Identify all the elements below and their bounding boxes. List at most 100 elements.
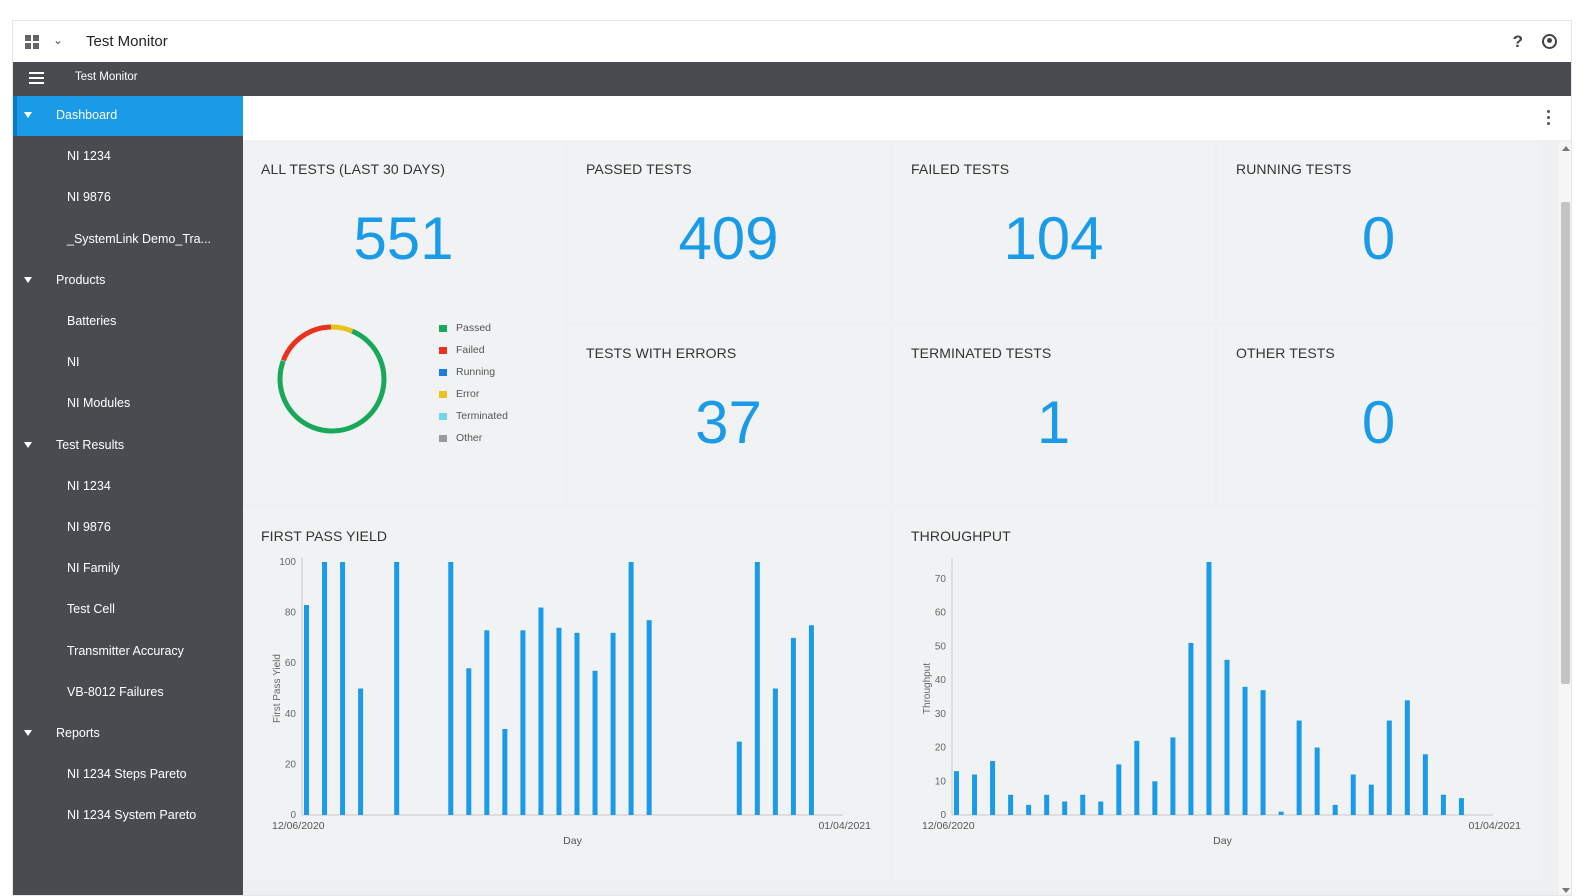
bar[interactable] (1116, 764, 1122, 815)
bar[interactable] (502, 728, 508, 815)
bar[interactable] (1440, 794, 1446, 815)
scroll-down-arrow[interactable] (1562, 888, 1570, 893)
bar[interactable] (1332, 804, 1338, 815)
bar[interactable] (394, 562, 400, 815)
scroll-up-arrow[interactable] (1562, 146, 1570, 151)
sidebar-item[interactable]: VB-8012 Failures (13, 673, 243, 713)
bar[interactable] (1278, 811, 1284, 815)
sidebar-item[interactable]: Products (13, 261, 243, 301)
y-axis-title: Throughput (922, 663, 933, 714)
bar[interactable] (1224, 659, 1230, 815)
donut-slice-failed[interactable] (281, 324, 332, 362)
bar[interactable] (736, 741, 742, 815)
user-account-icon[interactable] (1542, 34, 1557, 49)
bar[interactable] (1170, 737, 1176, 815)
bar[interactable] (340, 562, 346, 815)
bar[interactable] (1386, 720, 1392, 815)
caret-down-icon[interactable] (24, 276, 32, 283)
bar[interactable] (1152, 781, 1158, 815)
bar[interactable] (322, 562, 328, 815)
bar[interactable] (1350, 774, 1356, 815)
bar[interactable] (1422, 754, 1428, 815)
bar[interactable] (646, 620, 652, 815)
sidebar-item[interactable]: NI 1234 Steps Pareto (13, 755, 243, 795)
sidebar-item[interactable]: Batteries (13, 302, 243, 342)
sidebar-item[interactable]: NI 9876 (13, 178, 243, 218)
bar[interactable] (954, 771, 959, 815)
bar[interactable] (1206, 562, 1212, 815)
bar[interactable] (1260, 690, 1266, 815)
bar[interactable] (358, 688, 364, 816)
tile-first-pass-yield[interactable]: FIRST PASS YIELD 0 20 40 60 80 100 12/06/2020 0… (243, 509, 889, 879)
bar[interactable] (1098, 801, 1104, 815)
bar[interactable] (484, 630, 490, 815)
sidebar-item[interactable]: NI 1234 (13, 467, 243, 507)
bar[interactable] (592, 670, 598, 815)
bar[interactable] (808, 625, 814, 815)
hamburger-menu-icon[interactable] (29, 72, 44, 84)
sidebar-item[interactable]: Test Results (13, 426, 243, 466)
tile-tests-with-errors[interactable]: TESTS WITH ERRORS 37 (568, 326, 889, 504)
vertical-scrollbar[interactable] (1559, 142, 1571, 895)
app-grid-icon[interactable] (25, 35, 39, 49)
bar[interactable] (520, 630, 526, 815)
sidebar-item[interactable]: _SystemLink Demo_Tra... (13, 220, 243, 260)
bar[interactable] (1404, 700, 1410, 815)
bar[interactable] (304, 605, 309, 815)
legend-swatch (439, 435, 447, 442)
bar[interactable] (1314, 747, 1320, 815)
bar[interactable] (466, 668, 472, 815)
caret-down-icon[interactable] (24, 441, 32, 448)
help-icon[interactable]: ? (1512, 32, 1523, 51)
bar[interactable] (1188, 642, 1194, 815)
bar[interactable] (1062, 801, 1068, 815)
chevron-down-icon[interactable]: ⌄ (53, 33, 64, 47)
caret-down-icon[interactable] (24, 730, 32, 736)
bar[interactable] (1134, 740, 1140, 815)
bar[interactable] (574, 632, 580, 815)
scrollbar-thumb[interactable] (1561, 202, 1570, 684)
bar[interactable] (1026, 804, 1032, 815)
first-pass-yield-chart: 0 20 40 60 80 100 12/06/2020 01/04/2021 Day First… (272, 557, 871, 847)
bar[interactable] (1242, 686, 1248, 815)
bar[interactable] (990, 761, 996, 815)
bar[interactable] (1008, 794, 1014, 815)
bar[interactable] (556, 627, 562, 815)
donut-slice-passed[interactable] (277, 328, 387, 434)
sidebar-item[interactable]: Test Cell (13, 590, 243, 630)
sidebar-item[interactable]: NI Family (13, 549, 243, 589)
tile-running-tests[interactable]: RUNNING TESTS 0 (1218, 142, 1539, 322)
sidebar-item[interactable]: Dashboard (13, 96, 243, 136)
bar[interactable] (628, 562, 634, 815)
bar[interactable] (754, 562, 760, 815)
sidebar-item-label: NI 1234 Steps Pareto (67, 767, 187, 782)
bar[interactable] (1368, 784, 1374, 815)
donut-slice-error[interactable] (330, 324, 354, 334)
more-options-icon[interactable] (1547, 110, 1551, 126)
sidebar-item[interactable]: NI 1234 (13, 137, 243, 177)
bar[interactable] (972, 774, 978, 815)
tile-failed-tests[interactable]: FAILED TESTS 104 (893, 142, 1214, 322)
sidebar-item[interactable]: NI Modules (13, 384, 243, 424)
bar[interactable] (1044, 794, 1050, 815)
bar[interactable] (772, 688, 778, 816)
bar[interactable] (1296, 720, 1302, 815)
tile-other-tests[interactable]: OTHER TESTS 0 (1218, 326, 1539, 504)
tile-value: 551 (353, 205, 454, 272)
sidebar-item[interactable]: NI 9876 (13, 508, 243, 548)
tile-passed-tests[interactable]: PASSED TESTS 409 (568, 142, 889, 322)
bar[interactable] (448, 562, 454, 815)
tile-all-tests[interactable]: ALL TESTS (LAST 30 DAYS) 551 Passed Faile… (243, 142, 564, 504)
sidebar-item[interactable]: NI 1234 System Pareto (13, 796, 243, 836)
caret-down-icon[interactable] (24, 112, 32, 118)
sidebar-item[interactable]: NI (13, 343, 243, 383)
tile-terminated-tests[interactable]: TERMINATED TESTS 1 (893, 326, 1214, 504)
sidebar-item[interactable]: Transmitter Accuracy (13, 632, 243, 672)
sidebar-item[interactable]: Reports (13, 714, 243, 754)
bar[interactable] (1080, 794, 1086, 815)
bar[interactable] (610, 632, 616, 815)
bar[interactable] (790, 637, 796, 815)
bar[interactable] (538, 607, 544, 815)
bar[interactable] (1458, 798, 1464, 815)
tile-throughput[interactable]: THROUGHPUT 0 10 20 30 40 50 60 70 12/06/2020 01/0… (893, 509, 1539, 879)
